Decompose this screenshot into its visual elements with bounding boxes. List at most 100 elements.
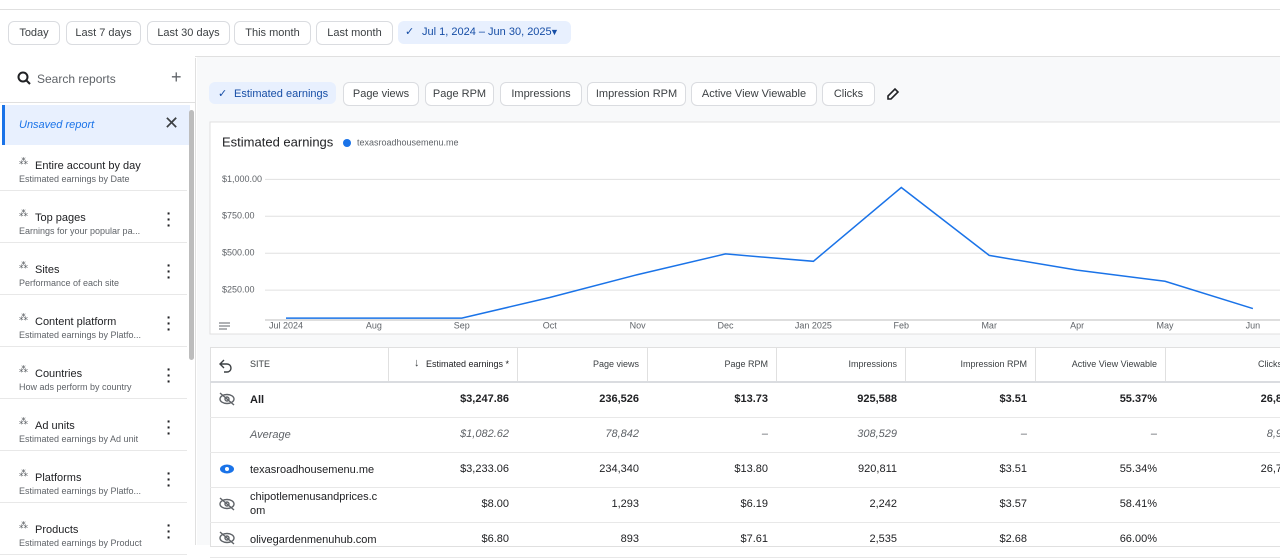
date-chip[interactable]: Today	[8, 21, 60, 45]
date-chip[interactable]: Last 30 days	[147, 21, 230, 45]
site-name[interactable]: texasroadhousemenu.me	[250, 464, 375, 476]
date-range-chip[interactable]: ✓ Jul 1, 2024 – Jun 30, 2025 ▼	[398, 21, 571, 44]
metric-tab[interactable]: Impression RPM	[587, 82, 686, 106]
x-tick-label: Oct	[543, 320, 558, 330]
kebab-menu[interactable]: · · ·	[166, 257, 172, 285]
date-chip[interactable]: Last month	[316, 21, 393, 45]
x-tick-label: Jun	[1246, 320, 1261, 330]
metric-tab[interactable]: Active View Viewable	[691, 82, 817, 106]
edit-icon[interactable]	[885, 86, 901, 102]
table-cell: $7.61	[740, 533, 768, 545]
add-button[interactable]: +	[171, 67, 182, 87]
report-title[interactable]: Countries	[35, 368, 83, 380]
x-tick-label: Nov	[630, 320, 647, 330]
table-cell: $6.80	[481, 533, 509, 545]
report-title[interactable]: Platforms	[35, 472, 82, 484]
column-divider	[647, 348, 648, 382]
column-header[interactable]: Clicks	[1258, 359, 1280, 369]
column-header[interactable]: Estimated earnings *	[425, 359, 509, 369]
row-icons	[219, 359, 235, 545]
report-divider	[0, 190, 187, 191]
report-divider	[0, 398, 187, 399]
column-divider	[1165, 348, 1166, 382]
metric-tab[interactable]: Page views	[343, 82, 419, 106]
table-cell: 308,529	[857, 428, 897, 440]
report-divider	[0, 502, 187, 503]
table-cell: 78,842	[605, 428, 639, 440]
report-subtitle: Estimated earnings by Platfo...	[19, 486, 142, 496]
unsaved-label: Unsaved report	[19, 119, 95, 131]
table-cell: $2.68	[999, 533, 1027, 545]
report-subtitle: Estimated earnings by Platfo...	[19, 330, 142, 340]
report-divider	[0, 450, 187, 451]
report-divider	[0, 346, 187, 347]
table-cell: 66.00%	[1119, 533, 1157, 545]
kebab-menu[interactable]: · · ·	[166, 309, 172, 337]
metric-tab[interactable]: Page RPM	[425, 82, 494, 106]
chart: Estimated earnings $250.00 $500.00 $750.00…	[209, 121, 1280, 335]
metric-tab[interactable]: Estimated earnings ✓	[209, 82, 336, 104]
report-title[interactable]: Ad units	[35, 420, 75, 432]
table-cell: $13.80	[734, 463, 768, 475]
table-cell: 26,7	[1260, 463, 1280, 475]
kebab-menu[interactable]: · · ·	[166, 205, 172, 233]
search-input[interactable]: Search reports	[37, 72, 116, 86]
report-title[interactable]: Top pages	[35, 212, 86, 224]
check-icon: ✓	[405, 26, 415, 38]
kebab-menu[interactable]: · · ·	[166, 361, 172, 389]
x-tick-label: Jan 2025	[795, 320, 832, 330]
column-header[interactable]: SITE	[250, 359, 271, 369]
report-subtitle: Estimated earnings by Product	[19, 538, 142, 548]
x-tick-label: Sep	[454, 320, 470, 330]
table-cell: 925,588	[857, 393, 897, 405]
date-chip[interactable]: This month	[234, 21, 311, 45]
sort-arrow: ↓	[414, 357, 420, 369]
report-divider	[0, 242, 187, 243]
report-title[interactable]: Products	[35, 524, 79, 536]
visible-icon[interactable]	[220, 464, 234, 474]
site-name[interactable]: olivegardenmenuhub.com	[250, 534, 377, 546]
table-cell: –	[761, 428, 768, 440]
report-icon: ⁂	[19, 312, 28, 322]
kebab-menu[interactable]: · · ·	[166, 517, 172, 545]
report-divider	[0, 554, 187, 555]
x-tick-label: Mar	[981, 320, 997, 330]
report-title[interactable]: Entire account by day	[35, 160, 141, 172]
sidebar-divider	[0, 102, 195, 103]
column-divider	[388, 348, 389, 382]
sidebar: Search reports + Unsaved report ✕	[0, 58, 196, 545]
table-cell: 8,9	[1266, 428, 1280, 440]
report-subtitle: Estimated earnings by Date	[19, 174, 130, 184]
date-range-text: Jul 1, 2024 – Jun 30, 2025	[422, 26, 552, 38]
kebab-menu[interactable]: · · ·	[166, 465, 172, 493]
table-cell: $3,233.06	[460, 463, 509, 475]
column-header[interactable]: Active View Viewable	[1071, 359, 1157, 369]
check-icon: ✓	[218, 88, 228, 100]
date-chip[interactable]: Last 7 days	[66, 21, 141, 45]
table-cell: 2,242	[869, 498, 897, 510]
report-title[interactable]: Sites	[35, 264, 60, 276]
menu-icon	[219, 322, 230, 330]
hidden-icons[interactable]	[219, 392, 235, 545]
column-header[interactable]: Impressions	[848, 359, 897, 369]
table-cell: 234,340	[599, 463, 639, 475]
x-tick-label: Feb	[894, 320, 910, 330]
y-tick-label: $250.00	[222, 284, 255, 294]
metric-tab[interactable]: Impressions	[500, 82, 582, 106]
site-name[interactable]: chipotlemenusandprices.com	[250, 491, 378, 517]
report-title[interactable]: Content platform	[35, 316, 117, 328]
unsaved-report[interactable]: Unsaved report ✕	[2, 105, 190, 145]
y-tick-label: $750.00	[222, 211, 255, 221]
table-cell: –	[1020, 428, 1027, 440]
report-icon: ⁂	[19, 416, 28, 426]
metric-tab[interactable]: Clicks	[822, 82, 875, 106]
table-cell: $8.00	[481, 498, 509, 510]
table-cell: $3.57	[999, 498, 1027, 510]
column-header[interactable]: Impression RPM	[960, 359, 1027, 369]
column-header[interactable]: Page views	[592, 359, 639, 369]
kebab-menu[interactable]: · · ·	[166, 413, 172, 441]
column-header[interactable]: Page RPM	[724, 359, 768, 369]
column-divider	[517, 348, 518, 382]
close-icon[interactable]: ✕	[164, 113, 180, 133]
undo-icon[interactable]	[219, 359, 232, 373]
